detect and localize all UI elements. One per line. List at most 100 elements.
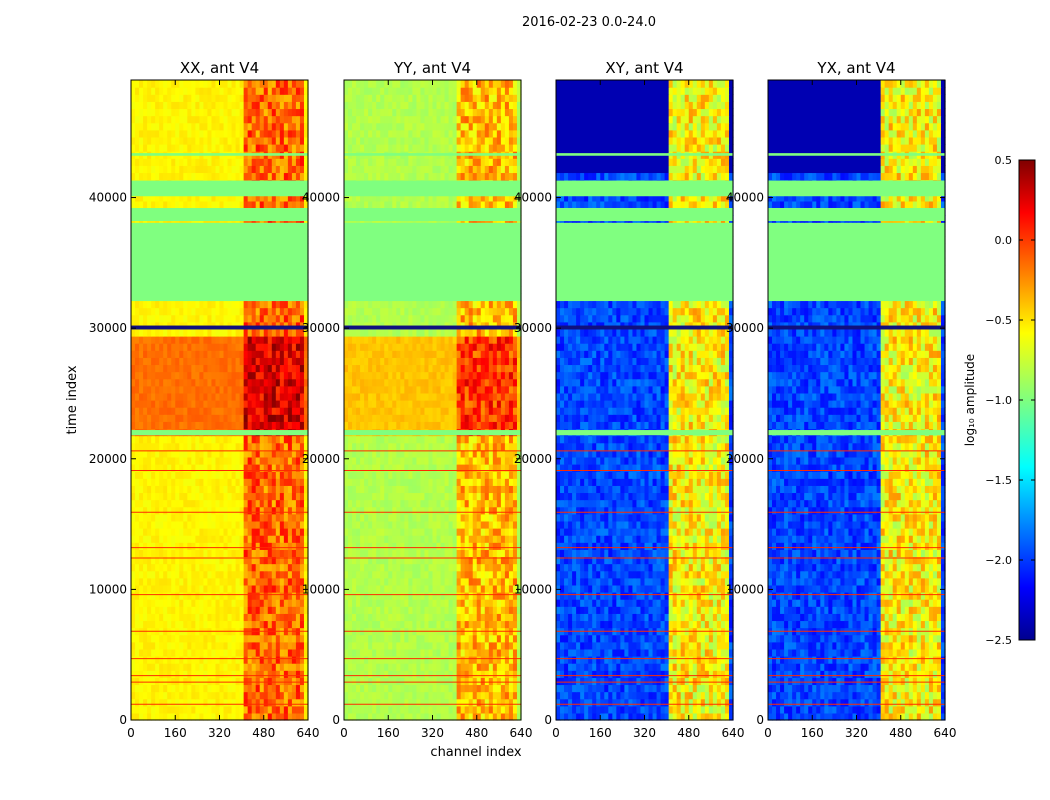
- heatmap-cell: [223, 364, 229, 373]
- heatmap-cell: [380, 705, 385, 714]
- heatmap-cell: [219, 620, 225, 629]
- heatmap-cell: [243, 343, 249, 351]
- heatmap-cell: [215, 563, 221, 572]
- heatmap-cell: [384, 712, 389, 721]
- heatmap-cell: [239, 421, 245, 430]
- heatmap-cell: [408, 592, 413, 600]
- heatmap-cell: [223, 94, 229, 102]
- flagged-band: [131, 180, 308, 197]
- heatmap-cell: [131, 464, 136, 472]
- heatmap-cell: [195, 677, 200, 686]
- heatmap-cell: [251, 435, 257, 444]
- heatmap-cell: [251, 314, 257, 323]
- heatmap-cell: [175, 250, 180, 259]
- heatmap-cell: [147, 307, 152, 316]
- heatmap-cell: [139, 400, 144, 408]
- heatmap-cell: [299, 592, 305, 600]
- heatmap-cell: [255, 371, 261, 380]
- heatmap-cell: [416, 698, 422, 707]
- heatmap-cell: [384, 570, 389, 579]
- heatmap-cell: [187, 193, 192, 202]
- heatmap-cell: [299, 343, 305, 351]
- heatmap-cell: [151, 122, 156, 131]
- heatmap-cell: [235, 670, 241, 678]
- heatmap-cell: [239, 563, 245, 572]
- heatmap-cell: [247, 300, 253, 309]
- heatmap-cell: [255, 584, 261, 593]
- heatmap-cell: [159, 400, 164, 408]
- heatmap-cell: [299, 613, 305, 622]
- heatmap-cell: [488, 577, 494, 586]
- heatmap-cell: [235, 456, 241, 465]
- heatmap-cell: [239, 535, 245, 543]
- heatmap-cell: [207, 684, 213, 693]
- heatmap-cell: [211, 407, 217, 415]
- heatmap-cell: [143, 563, 148, 572]
- heatmap-cell: [372, 577, 377, 586]
- heatmap-cell: [179, 336, 184, 344]
- heatmap-cell: [259, 300, 265, 309]
- heatmap-cell: [159, 670, 164, 678]
- heatmap-cell: [199, 165, 205, 174]
- heatmap-cell: [255, 293, 261, 302]
- heatmap-cell: [155, 257, 160, 266]
- heatmap-cell: [143, 670, 148, 678]
- heatmap-cell: [279, 705, 285, 714]
- heatmap-cell: [275, 478, 281, 486]
- heatmap-cell: [424, 656, 430, 664]
- heatmap-cell: [223, 684, 229, 693]
- heatmap-cell: [279, 698, 285, 707]
- heatmap-cell: [207, 165, 213, 174]
- heatmap-cell: [215, 677, 221, 686]
- heatmap-cell: [203, 108, 209, 117]
- heatmap-cell: [259, 129, 265, 138]
- heatmap-cell: [259, 144, 265, 152]
- heatmap-cell: [139, 513, 144, 522]
- heatmap-cell: [183, 563, 188, 572]
- heatmap-cell: [195, 471, 200, 479]
- heatmap-cell: [396, 641, 401, 650]
- heatmap-cell: [287, 542, 293, 550]
- heatmap-cell: [147, 385, 152, 394]
- heatmap-cell: [364, 613, 369, 622]
- heatmap-cell: [239, 592, 245, 600]
- heatmap-cell: [263, 144, 269, 152]
- heatmap-cell: [159, 371, 164, 380]
- heatmap-cell: [283, 492, 289, 501]
- heatmap-cell: [283, 478, 289, 486]
- heatmap-cell: [231, 542, 237, 550]
- heatmap-cell: [179, 357, 184, 366]
- heatmap-cell: [231, 456, 237, 465]
- heatmap-cell: [215, 478, 221, 486]
- heatmap-cell: [271, 648, 277, 657]
- heatmap-cell: [295, 435, 301, 444]
- heatmap-cell: [215, 556, 221, 565]
- heatmap-cell: [255, 513, 261, 522]
- heatmap-cell: [267, 236, 273, 245]
- heatmap-cell: [263, 570, 269, 579]
- heatmap-cell: [279, 570, 285, 579]
- heatmap-cell: [243, 236, 249, 245]
- heatmap-cell: [219, 222, 225, 230]
- heatmap-cell: [263, 336, 269, 344]
- heatmap-cell: [227, 499, 233, 508]
- heatmap-cell: [235, 592, 241, 600]
- heatmap-cell: [235, 101, 241, 110]
- heatmap-cell: [424, 592, 430, 600]
- heatmap-cell: [380, 606, 385, 614]
- heatmap-cell: [179, 108, 184, 117]
- heatmap-cell: [243, 357, 249, 366]
- heatmap-cell: [259, 485, 265, 494]
- heatmap-cell: [219, 705, 225, 714]
- heatmap-cell: [275, 542, 281, 550]
- heatmap-cell: [223, 264, 229, 273]
- heatmap-cell: [151, 108, 156, 117]
- heatmap-cell: [191, 528, 196, 536]
- heatmap-cell: [283, 421, 289, 430]
- heatmap-cell: [231, 563, 237, 572]
- heatmap-cell: [171, 705, 176, 714]
- heatmap-cell: [271, 136, 277, 145]
- heatmap-cell: [299, 328, 305, 337]
- heatmap-cell: [219, 243, 225, 252]
